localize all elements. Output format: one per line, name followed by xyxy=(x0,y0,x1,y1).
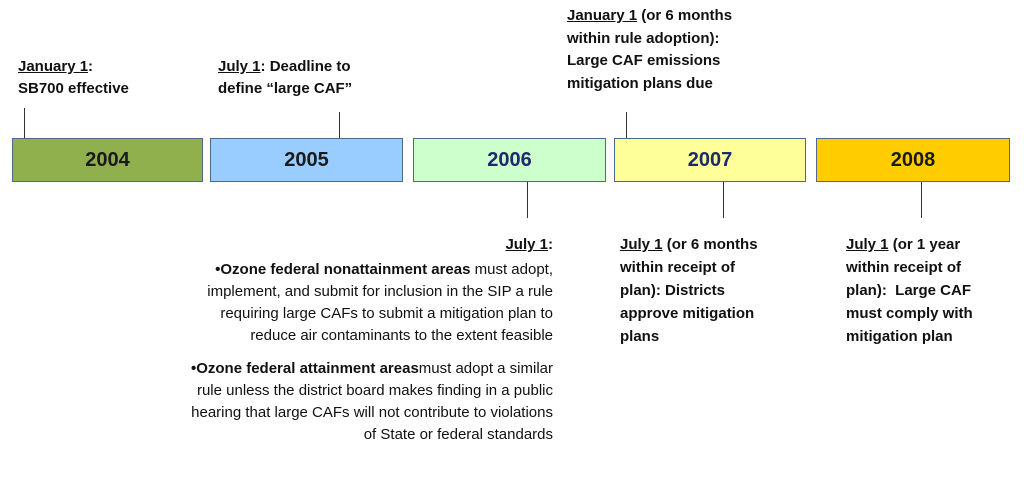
text: July 1 xyxy=(846,236,889,253)
text-line: of State or federal standards xyxy=(364,426,553,443)
text: hearing that large CAFs will not contrib… xyxy=(191,404,553,421)
text-line: within receipt of xyxy=(846,259,961,276)
text: (or 6 months xyxy=(637,7,733,24)
text-line: January 1: xyxy=(18,58,93,75)
connector xyxy=(723,182,724,218)
text-line: •Ozone federal attainment areasmust adop… xyxy=(191,360,553,377)
text-line: plans xyxy=(620,328,659,345)
text: Large CAF emissions xyxy=(567,52,721,69)
text: approve mitigation xyxy=(620,305,755,322)
connector xyxy=(626,112,627,138)
text-line: Large CAF emissions xyxy=(567,52,720,69)
text: mitigation plans due xyxy=(567,74,713,92)
text: : Deadline to xyxy=(260,58,351,75)
year-box: 2006 xyxy=(413,138,606,182)
text-line: SB700 effective xyxy=(18,80,129,97)
text-line: approve mitigation xyxy=(620,305,754,322)
text-line: within rule adoption): xyxy=(567,30,719,47)
text: must adopt, xyxy=(470,261,553,278)
text-line: hearing that large CAFs will not contrib… xyxy=(191,404,553,421)
connector xyxy=(24,108,25,138)
text: July 1 xyxy=(505,236,548,253)
text-line: rule unless the district board makes fin… xyxy=(197,382,553,399)
text-line: implement, and submit for inclusion in t… xyxy=(207,283,553,300)
text: must adopt a similar xyxy=(418,360,553,377)
text-line: plan): Large CAF xyxy=(846,282,971,299)
text-line: •Ozone federal nonattainment areas must … xyxy=(215,261,553,278)
text-line: define “large CAF” xyxy=(218,80,352,97)
text-line: reduce air contaminants to the extent fe… xyxy=(250,327,553,344)
text: reduce air contaminants to the extent fe… xyxy=(250,327,553,344)
text-line: July 1: xyxy=(505,236,553,253)
text-line: must comply with xyxy=(846,305,973,322)
text: : xyxy=(88,58,94,75)
text-line: July 1 (or 6 months xyxy=(620,236,758,253)
text: within rule adoption): xyxy=(567,29,720,47)
text: implement, and submit for inclusion in t… xyxy=(207,283,553,300)
text: rule unless the district board makes fin… xyxy=(196,382,553,399)
text: •Ozone federal attainment areas xyxy=(190,360,419,377)
text: plan): Districts xyxy=(620,282,726,299)
text: must comply with xyxy=(846,305,973,322)
text: SB700 effective xyxy=(18,80,129,97)
text-line: within receipt of xyxy=(620,259,735,276)
text: (or 6 months xyxy=(662,236,758,253)
text: within receipt of xyxy=(620,259,736,276)
connector xyxy=(921,182,922,218)
text-line: January 1 (or 6 months xyxy=(567,7,732,24)
year-box: 2007 xyxy=(614,138,806,182)
text: •Ozone federal nonattainment areas xyxy=(215,261,471,278)
text-line: mitigation plan xyxy=(846,328,953,345)
year-box: 2005 xyxy=(210,138,403,182)
text: : xyxy=(548,236,553,253)
text: mitigation plan xyxy=(846,328,953,345)
text: plan): Large CAF xyxy=(846,282,972,299)
text: January 1 xyxy=(18,58,89,75)
text: plans xyxy=(620,328,660,345)
text: July 1 xyxy=(620,236,663,253)
text: requiring large CAFs to submit a mitigat… xyxy=(220,305,553,322)
connector xyxy=(339,112,340,138)
text: define “large CAF” xyxy=(218,80,353,97)
text: within receipt of xyxy=(846,259,962,276)
text: (or 1 year xyxy=(888,236,961,253)
text: January 1 xyxy=(567,7,638,24)
text: July 1 xyxy=(218,58,261,75)
text: of State or federal standards xyxy=(363,426,553,443)
text-line: requiring large CAFs to submit a mitigat… xyxy=(220,305,553,322)
text-line: July 1: Deadline to xyxy=(218,58,351,75)
year-box: 2008 xyxy=(816,138,1010,182)
connector xyxy=(527,182,528,218)
year-box: 2004 xyxy=(12,138,203,182)
text-line: plan): Districts xyxy=(620,282,725,299)
text-line: mitigation plans due xyxy=(567,75,713,92)
text-line: July 1 (or 1 year xyxy=(846,236,960,253)
